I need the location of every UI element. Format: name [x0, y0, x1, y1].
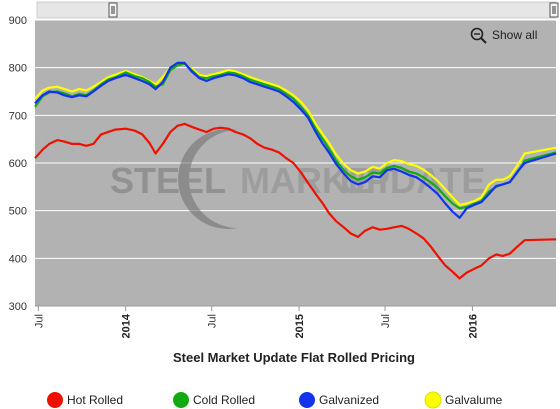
watermark-swoosh-icon — [178, 129, 238, 229]
x-tick-label: 2014 — [121, 313, 133, 338]
legend-label: Galvalume — [445, 393, 503, 407]
series-line-galvanized[interactable] — [34, 61, 557, 219]
legend: Hot Rolled Cold Rolled Galvanized Galvalume — [47, 391, 503, 409]
y-tick-label: 400 — [9, 253, 27, 265]
y-tick-label: 800 — [9, 63, 27, 75]
legend-item-galvalume[interactable]: Galvalume — [424, 391, 503, 409]
legend-marker — [173, 392, 189, 408]
series-layer — [34, 61, 557, 280]
legend-item-cold-rolled[interactable]: Cold Rolled — [173, 392, 255, 408]
x-tick-label: 2015 — [294, 314, 306, 338]
legend-label: Cold Rolled — [193, 393, 255, 407]
legend-label: Galvanized — [319, 393, 379, 407]
show-all-label: Show all — [492, 28, 537, 42]
chart-title: Steel Market Update Flat Rolled Pricing — [173, 350, 415, 365]
zoom-out-icon — [470, 27, 484, 41]
x-tick-label: 2016 — [467, 314, 479, 338]
x-axis: Jul 2014 Jul 2015 Jul 2016 — [33, 305, 556, 338]
legend-marker — [47, 392, 63, 408]
legend-item-galvanized[interactable]: Galvanized — [299, 392, 379, 408]
watermark-word-1: STEEL — [110, 160, 226, 201]
y-tick-label: 500 — [9, 206, 27, 218]
y-tick-label: 600 — [9, 158, 27, 170]
legend-item-hot-rolled[interactable]: Hot Rolled — [47, 392, 123, 408]
series-line-cold-rolled[interactable] — [34, 62, 557, 210]
watermark-word-3: UPDATE — [340, 160, 485, 201]
x-tick-label: Jul — [33, 314, 45, 328]
series-line-galvalume[interactable] — [34, 62, 557, 206]
scroll-handle-left-icon[interactable] — [108, 2, 118, 18]
y-tick-label: 900 — [9, 15, 27, 27]
legend-marker — [424, 391, 442, 409]
scroll-handle-right-icon[interactable] — [549, 2, 559, 18]
show-all-button[interactable]: Show all — [470, 27, 538, 44]
legend-label: Hot Rolled — [67, 393, 123, 407]
y-tick-label: 300 — [9, 301, 27, 313]
legend-marker — [299, 392, 315, 408]
x-tick-label: Jul — [380, 314, 392, 328]
y-tick-label: 700 — [9, 110, 27, 122]
series-line-hot-rolled[interactable] — [34, 122, 557, 280]
x-tick-label: Jul — [207, 314, 219, 328]
y-axis: 300 400 500 600 700 800 900 — [9, 15, 27, 313]
